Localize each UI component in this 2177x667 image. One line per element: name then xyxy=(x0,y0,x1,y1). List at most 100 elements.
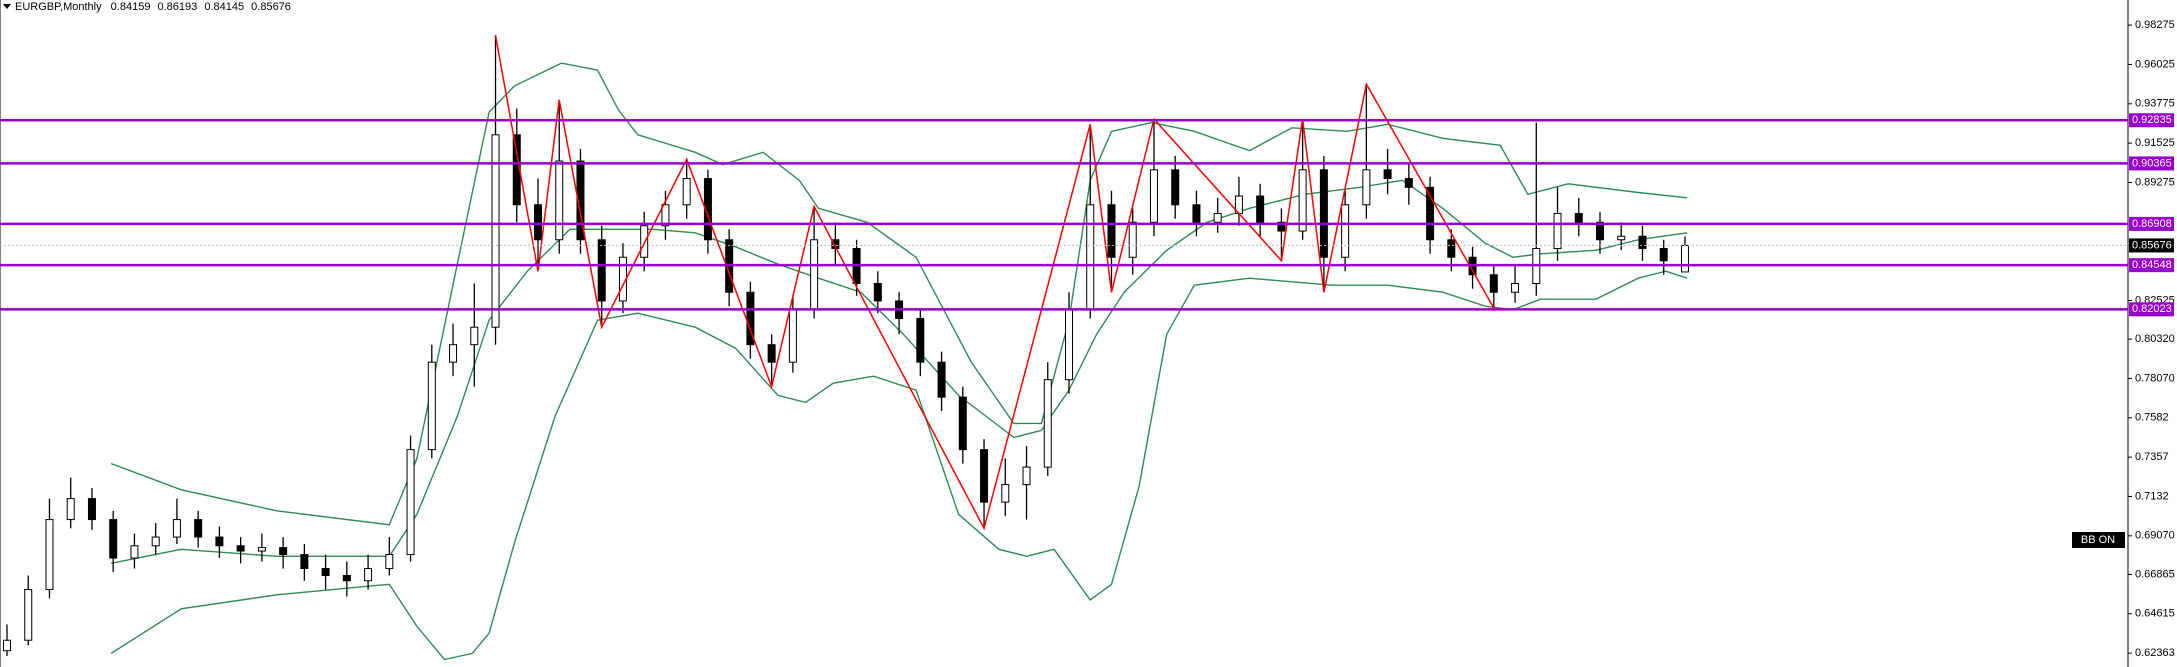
bollinger-band xyxy=(110,179,1688,564)
candle-body xyxy=(1149,169,1158,223)
low-price: 0.84145 xyxy=(204,1,244,13)
candle-body xyxy=(1426,186,1435,241)
y-tick-label: 0.7582 xyxy=(2135,412,2169,424)
candle-body xyxy=(3,639,11,652)
candle-body xyxy=(534,204,542,241)
candle-body xyxy=(576,160,585,241)
candle-body xyxy=(1404,178,1413,188)
candle-body xyxy=(767,344,776,363)
candle-body xyxy=(1171,169,1180,206)
candle-body xyxy=(1383,169,1392,180)
high-price: 0.86193 xyxy=(158,1,198,13)
level-label: 0.92835 xyxy=(2132,114,2172,126)
candle-body xyxy=(703,178,712,241)
current-price-label: 0.85676 xyxy=(2132,239,2172,251)
level-label: 0.84548 xyxy=(2132,259,2172,271)
candle-body xyxy=(640,225,649,258)
y-tick-label: 0.64615 xyxy=(2135,608,2175,620)
candle-body xyxy=(1680,244,1689,273)
y-tick-label: 0.98275 xyxy=(2135,19,2175,31)
candle-body xyxy=(172,519,181,538)
candle-body xyxy=(1277,221,1286,232)
candle-body xyxy=(45,519,54,591)
candle-body xyxy=(342,575,351,582)
candle-body xyxy=(1065,309,1073,381)
candle-body xyxy=(24,589,33,641)
candle-body xyxy=(1022,466,1031,486)
candle-body xyxy=(1043,379,1052,468)
candle-body xyxy=(491,134,500,328)
bollinger-band xyxy=(110,270,1688,661)
candle-body xyxy=(1107,204,1116,258)
candle-body xyxy=(980,449,989,503)
candle-body xyxy=(449,344,458,363)
level-label: 0.90365 xyxy=(2132,157,2172,169)
candle-body xyxy=(130,545,139,559)
candle-body xyxy=(321,568,330,577)
candle-body xyxy=(916,317,925,363)
candle-body xyxy=(682,178,691,206)
candle-body xyxy=(1319,169,1328,258)
candle-body xyxy=(1489,274,1498,293)
candle-body xyxy=(810,239,819,311)
y-tick-label: 0.66865 xyxy=(2135,568,2175,580)
y-tick-label: 0.89275 xyxy=(2135,176,2175,188)
y-tick-label: 0.93775 xyxy=(2135,98,2175,110)
candle-body xyxy=(1617,235,1626,241)
candle-body xyxy=(194,519,203,538)
close-price: 0.85676 xyxy=(251,1,291,13)
candle-body xyxy=(1553,213,1562,250)
y-tick-label: 0.7132 xyxy=(2135,490,2169,502)
candle-body xyxy=(1213,213,1222,223)
candle-body xyxy=(1298,169,1307,232)
candle-body xyxy=(257,547,266,552)
current-price-box xyxy=(2129,238,2174,253)
y-tick-label: 0.96025 xyxy=(2135,58,2175,70)
candle-body xyxy=(300,554,309,570)
candle-body xyxy=(831,239,840,250)
candle-body xyxy=(406,449,415,556)
candle-body xyxy=(1638,235,1647,250)
candle-body xyxy=(109,519,118,559)
y-tick-label: 0.62363 xyxy=(2135,647,2175,659)
candle-body xyxy=(788,309,797,363)
level-label: 0.82023 xyxy=(2132,303,2172,315)
candle-body xyxy=(1128,221,1137,258)
candle-body xyxy=(66,498,75,521)
level-box xyxy=(2129,302,2174,317)
menu-arrow[interactable] xyxy=(3,4,11,9)
candle-body xyxy=(1511,282,1520,293)
candle-body xyxy=(1659,248,1668,262)
candle-body xyxy=(1447,239,1456,258)
candle-body xyxy=(661,204,670,227)
y-tick-label: 0.80320 xyxy=(2135,333,2175,345)
candle-body xyxy=(1001,484,1010,503)
candle-body xyxy=(470,326,479,346)
y-tick-label: 0.7357 xyxy=(2135,451,2169,463)
candle-body xyxy=(555,160,564,241)
level-box xyxy=(2129,258,2174,273)
candle-body xyxy=(215,536,224,547)
open-price: 0.84159 xyxy=(111,1,151,13)
badge-label: BB ON xyxy=(2081,534,2115,546)
chart-header: EURGBP,Monthly 0.84159 0.86193 0.84145 0… xyxy=(15,1,291,13)
bollinger-band xyxy=(110,62,1688,526)
candle-body xyxy=(1574,213,1583,223)
candle-body xyxy=(1362,169,1371,206)
candle-body xyxy=(364,568,373,582)
y-tick-label: 0.69070 xyxy=(2135,530,2175,542)
candle-body xyxy=(597,239,606,302)
candle-body xyxy=(1341,204,1350,258)
candle-body xyxy=(427,361,436,451)
level-box xyxy=(2129,156,2174,171)
candle-body xyxy=(1596,221,1604,241)
candle-body xyxy=(279,547,288,556)
badge-box xyxy=(2072,532,2125,548)
level-box xyxy=(2129,113,2174,128)
candle-body xyxy=(873,282,882,302)
candle-body xyxy=(1086,204,1095,311)
y-tick-label: 0.78070 xyxy=(2135,372,2175,384)
candle-body xyxy=(236,545,245,552)
